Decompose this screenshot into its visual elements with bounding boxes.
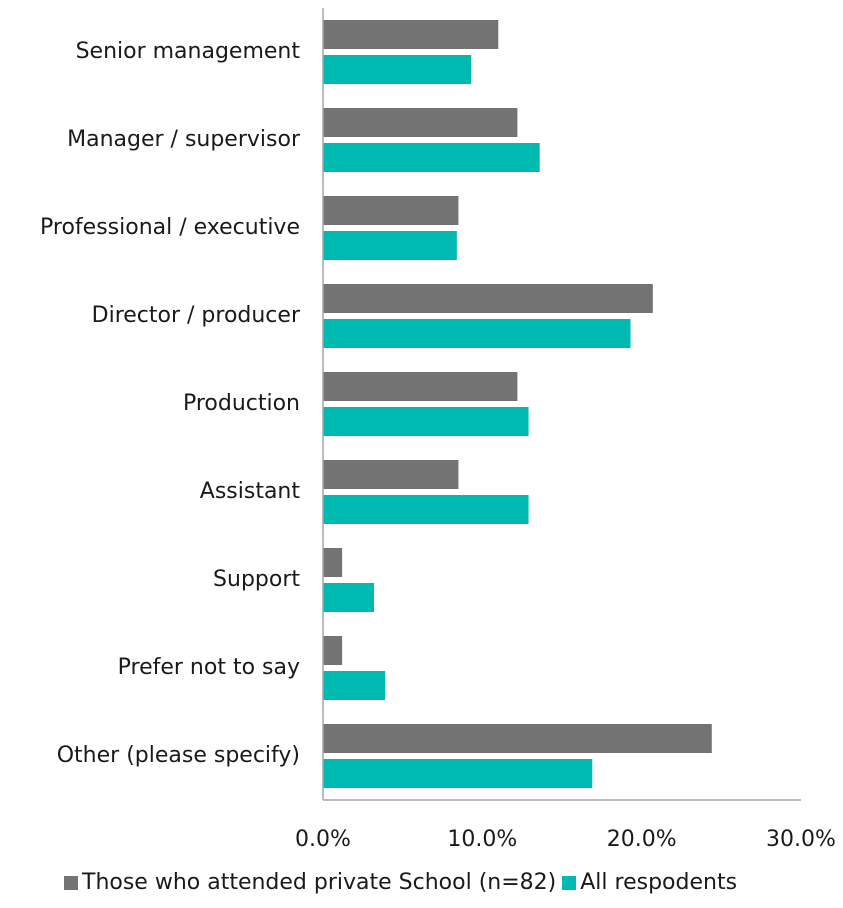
category-label-director-producer: Director / producer (92, 303, 301, 328)
bar-support-series-2 (323, 583, 374, 612)
category-label-other-please-specify: Other (please specify) (57, 743, 300, 768)
bars-layer (323, 20, 712, 788)
bar-senior-management-series-1 (323, 20, 499, 49)
bar-director-producer-series-2 (323, 319, 631, 348)
bar-other-please-specify-series-2 (323, 759, 593, 788)
category-label-prefer-not-to-say: Prefer not to say (118, 655, 300, 680)
bar-senior-management-series-2 (323, 55, 472, 84)
x-tick-label: 20.0% (607, 827, 677, 852)
category-label-production: Production (183, 391, 300, 416)
bar-production-series-2 (323, 407, 529, 436)
legend-swatch-private-school (64, 875, 78, 890)
legend-item-private-school: Those who attended private School (n=82) (64, 870, 556, 895)
category-labels: Senior management Manager / supervisor Pro… (40, 39, 301, 768)
bar-professional-executive-series-1 (323, 196, 459, 225)
x-tick-label: 30.0% (766, 827, 836, 852)
bar-manager-supervisor-series-2 (323, 143, 540, 172)
bar-support-series-1 (323, 548, 343, 577)
bar-professional-executive-series-2 (323, 231, 457, 260)
bar-manager-supervisor-series-1 (323, 108, 518, 137)
legend: Those who attended private School (n=82)… (64, 870, 743, 895)
category-label-support: Support (213, 567, 300, 592)
bar-other-please-specify-series-1 (323, 724, 712, 753)
legend-label-all-respondents: All respodents (580, 870, 738, 895)
bar-director-producer-series-1 (323, 284, 653, 313)
category-label-senior-management: Senior management (76, 39, 301, 64)
bar-production-series-1 (323, 372, 518, 401)
bar-assistant-series-1 (323, 460, 459, 489)
bar-assistant-series-2 (323, 495, 529, 524)
legend-label-private-school: Those who attended private School (n=82) (82, 870, 557, 895)
category-label-professional-executive: Professional / executive (40, 215, 300, 240)
x-tick-label: 0.0% (295, 827, 351, 852)
bar-prefer-not-to-say-series-1 (323, 636, 343, 665)
legend-swatch-all-respondents (562, 875, 577, 890)
x-tick-label: 10.0% (447, 827, 517, 852)
x-axis-ticks: 0.0% 10.0% 20.0% 30.0% (295, 827, 836, 852)
category-label-manager-supervisor: Manager / supervisor (67, 127, 301, 152)
bar-prefer-not-to-say-series-2 (323, 671, 386, 700)
legend-item-all-respondents: All respodents (562, 870, 737, 895)
category-label-assistant: Assistant (200, 479, 301, 504)
